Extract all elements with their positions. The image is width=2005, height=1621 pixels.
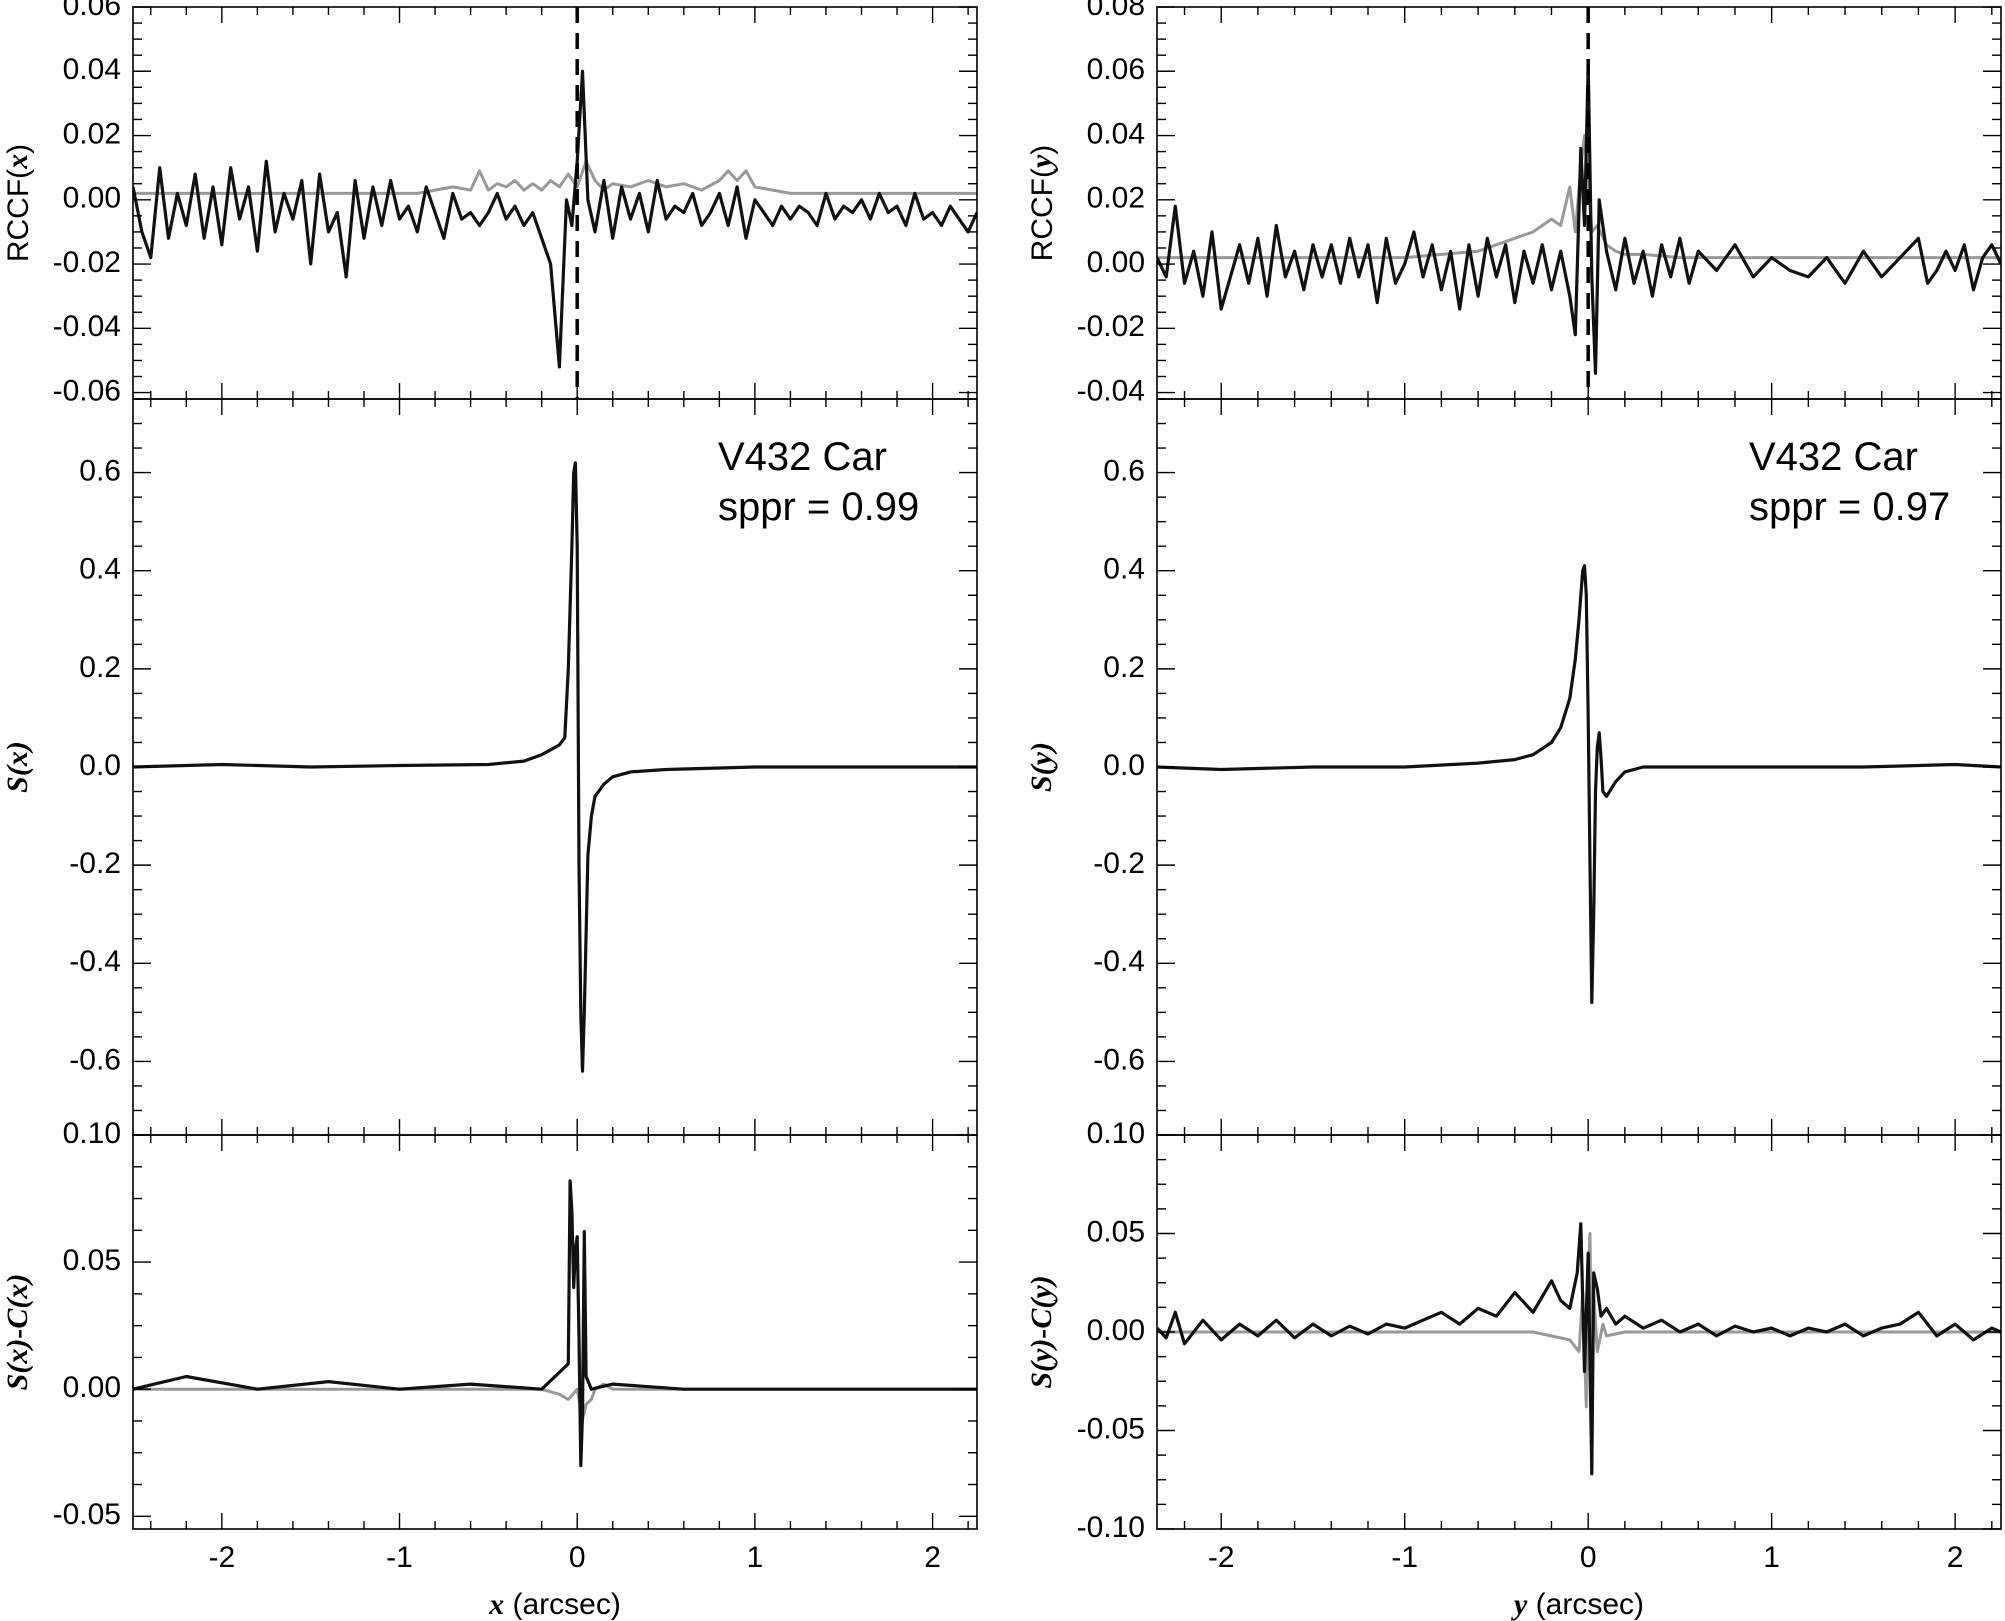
y-axis-label: S(x)-C(x) xyxy=(1,1274,34,1391)
y-tick-label: 0.04 xyxy=(1087,117,1145,150)
y-axis-label: S(x) xyxy=(1,741,34,793)
y-tick-label: 0.4 xyxy=(1103,553,1145,586)
y-tick-label: 0.02 xyxy=(1087,182,1145,215)
sppr-annotation: sppr = 0.97 xyxy=(1749,485,1950,529)
y-tick-label: -0.6 xyxy=(1093,1043,1145,1076)
y-axis-label: S(y)-C(y) xyxy=(1025,1275,1058,1388)
x-tick-label: -1 xyxy=(1391,1541,1418,1574)
panel-rccf_x: -0.06 -0.04 -0.02 0.00 0.02 0.04 0.06 RCCF(x) xyxy=(1,0,978,407)
y-tick-label: 0.05 xyxy=(63,1244,121,1277)
panel-s_x: -0.6 -0.4 -0.2 0.0 0.2 0.4 0.6 S(x) V432 Car sppr… xyxy=(1,398,978,1136)
sppr-annotation: sppr = 0.99 xyxy=(718,485,919,529)
x-tick-label: 1 xyxy=(747,1541,764,1574)
y-tick-label: 0.0 xyxy=(1103,749,1145,782)
x-axis-label: y (arcsec) xyxy=(1511,1588,1644,1621)
y-tick-label: 0.00 xyxy=(1087,1314,1145,1347)
x-axis-label: x (arcsec) xyxy=(488,1588,621,1621)
x-tick-label: 0 xyxy=(569,1541,586,1574)
y-tick-label: 0.6 xyxy=(79,455,121,488)
y-tick-label: 0.04 xyxy=(63,53,121,86)
panel-s_y: -0.6 -0.4 -0.2 0.0 0.2 0.4 0.6 S(y) V432 Car sppr… xyxy=(1025,398,2002,1136)
y-tick-label: -0.10 xyxy=(1077,1511,1145,1544)
y-tick-label: -0.05 xyxy=(1077,1412,1145,1445)
y-axis-label: S(y) xyxy=(1025,742,1058,792)
series-line-black xyxy=(133,461,977,1073)
panel-sc_x: -0.05 0.00 0.05 0.10 -2 -1 0 1 2 x (arcsec) S(x)-C… xyxy=(1,1117,978,1621)
y-tick-label: 0.4 xyxy=(79,553,121,586)
series-line-black xyxy=(1157,63,2001,375)
y-tick-label: -0.4 xyxy=(1093,945,1145,978)
panel-rccf_y: -0.04 -0.02 0.00 0.02 0.04 0.06 0.08 RCCF(y) xyxy=(1025,0,2002,407)
y-tick-label: -0.04 xyxy=(53,310,121,343)
y-tick-label: 0.00 xyxy=(1087,246,1145,279)
y-tick-label: 0.02 xyxy=(63,117,121,150)
y-tick-label: 0.6 xyxy=(1103,455,1145,488)
x-tick-label: -2 xyxy=(208,1541,235,1574)
y-tick-label: 0.10 xyxy=(63,1117,121,1150)
y-tick-label: -0.4 xyxy=(69,945,121,978)
y-tick-label: -0.2 xyxy=(1093,847,1145,880)
x-tick-label: -2 xyxy=(1208,1541,1235,1574)
y-tick-label: -0.04 xyxy=(1077,374,1145,407)
series-line-black xyxy=(133,69,977,369)
series-line-gray xyxy=(1157,1232,2001,1409)
plot-frame xyxy=(132,1134,978,1530)
y-tick-label: 0.06 xyxy=(63,0,121,22)
y-axis-label: RCCF(x) xyxy=(1,144,35,262)
y-tick-label: -0.02 xyxy=(1077,310,1145,343)
x-tick-label: 2 xyxy=(924,1541,941,1574)
star-name-annotation: V432 Car xyxy=(1749,435,1918,479)
y-tick-label: 0.2 xyxy=(79,651,121,684)
y-tick-label: -0.02 xyxy=(53,246,121,279)
y-tick-label: 0.06 xyxy=(1087,53,1145,86)
series-line-black xyxy=(133,1179,977,1468)
series-line-gray xyxy=(133,159,977,195)
series-line-black xyxy=(1157,564,2001,1005)
y-axis-label: RCCF(y) xyxy=(1025,145,1059,262)
x-tick-label: 1 xyxy=(1763,1541,1780,1574)
y-tick-label: 0.10 xyxy=(1087,1117,1145,1150)
x-tick-label: 0 xyxy=(1580,1541,1597,1574)
y-tick-label: -0.2 xyxy=(69,847,121,880)
y-tick-label: -0.06 xyxy=(53,374,121,407)
y-tick-label: 0.00 xyxy=(63,1371,121,1404)
panel-sc_y: -0.10 -0.05 0.00 0.05 0.10 -2 -1 0 1 2 y (arcsec) S… xyxy=(1025,1117,2002,1621)
y-tick-label: 0.0 xyxy=(79,749,121,782)
y-tick-label: 0.08 xyxy=(1087,0,1145,22)
y-tick-label: 0.00 xyxy=(63,182,121,215)
x-tick-label: -1 xyxy=(386,1541,413,1574)
y-tick-label: 0.2 xyxy=(1103,651,1145,684)
star-name-annotation: V432 Car xyxy=(718,435,887,479)
x-tick-label: 2 xyxy=(1947,1541,1964,1574)
y-tick-label: 0.05 xyxy=(1087,1215,1145,1248)
plot-frame xyxy=(132,6,978,400)
y-tick-label: -0.05 xyxy=(53,1498,121,1531)
series-line-black xyxy=(1157,1222,2001,1476)
y-tick-label: -0.6 xyxy=(69,1043,121,1076)
